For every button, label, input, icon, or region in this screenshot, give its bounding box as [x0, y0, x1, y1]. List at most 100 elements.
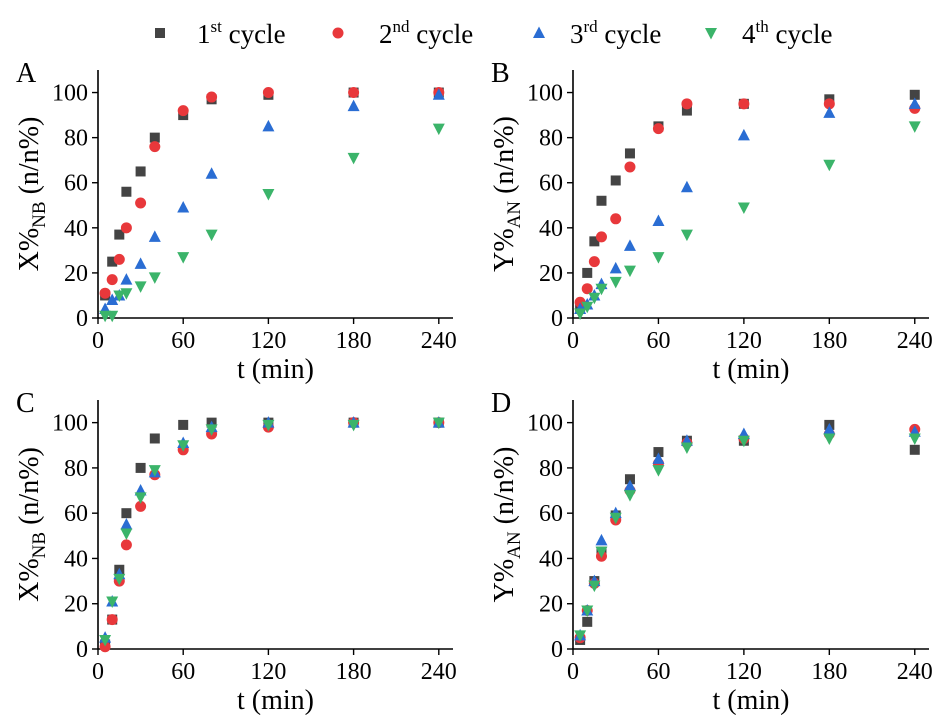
data-point: [178, 419, 189, 430]
data-point: [120, 539, 132, 551]
y-tick-label: 40: [539, 216, 563, 242]
data-point: [262, 87, 274, 99]
data-point: [99, 641, 111, 653]
series-3: [99, 88, 445, 314]
x-tick-label: 180: [336, 659, 372, 685]
panel-label: D: [491, 388, 511, 419]
data-point: [588, 256, 600, 268]
data-point: [148, 272, 161, 284]
y-tick-label: 20: [539, 592, 563, 618]
data-point: [134, 492, 147, 504]
x-tick-label: 120: [726, 328, 762, 354]
data-point: [113, 573, 126, 586]
y-tick-label: 80: [539, 456, 563, 482]
data-point: [120, 222, 132, 234]
x-axis-label: t (min): [713, 685, 790, 715]
panel-D: 0 60 120 180 240 0 20 40 60 80 100 Dt (min) Y%AN (n/…: [489, 388, 933, 715]
data-point: [624, 474, 635, 485]
data-point: [589, 236, 600, 247]
data-point: [106, 614, 118, 626]
data-point: [595, 283, 608, 296]
data-point: [623, 490, 636, 502]
legend-label-1: 1st cycle: [197, 17, 286, 49]
data-point: [177, 440, 190, 452]
x-tick-label: 240: [421, 659, 457, 685]
data-point: [106, 310, 119, 323]
data-point: [348, 87, 360, 99]
data-point: [148, 465, 161, 477]
y-tick-label: 40: [539, 546, 563, 572]
data-point: [149, 433, 160, 444]
data-point: [582, 267, 593, 278]
x-axis-label: t (min): [237, 685, 314, 715]
y-tick-label: 100: [52, 411, 88, 437]
data-point: [681, 105, 692, 116]
data-point: [99, 634, 112, 647]
data-point: [149, 132, 160, 143]
y-tick-label: 60: [539, 501, 563, 527]
data-point: [581, 283, 593, 295]
x-tick-label: 60: [646, 328, 670, 354]
data-point: [909, 444, 920, 455]
legend-label-4: 4th cycle: [742, 17, 832, 49]
series-3: [99, 416, 445, 643]
data-point: [908, 433, 921, 445]
data-point: [680, 180, 693, 193]
data-point: [432, 417, 445, 430]
data-point: [623, 239, 636, 251]
series-1: [100, 417, 444, 650]
data-point: [113, 290, 126, 302]
legend-label-3: 3rd cycle: [570, 17, 661, 49]
data-point: [595, 546, 608, 559]
panel-label: B: [491, 58, 510, 89]
data-point: [623, 265, 636, 278]
legend-marker-3: [533, 26, 545, 38]
y-tick-label: 60: [64, 171, 88, 197]
x-tick-label: 180: [336, 328, 372, 354]
data-point: [347, 419, 360, 432]
data-point: [610, 175, 621, 186]
data-point: [148, 230, 161, 242]
data-point: [106, 293, 119, 305]
data-point: [107, 256, 118, 267]
y-tick-label: 60: [64, 501, 88, 527]
panel-C: 0 60 120 180 240 0 20 40 60 80 100 Ct (min) X%NB (n/…: [14, 388, 457, 715]
data-point: [609, 512, 622, 525]
data-point: [574, 308, 587, 320]
data-point: [652, 214, 665, 227]
x-tick-label: 60: [171, 659, 195, 685]
y-tick-label: 80: [64, 126, 88, 152]
x-tick-label: 240: [897, 659, 933, 685]
y-axis-label: Y%AN (n/n%): [489, 116, 525, 272]
series-4: [574, 121, 921, 320]
y-tick-label: 80: [64, 456, 88, 482]
x-axis-label: t (min): [237, 354, 314, 385]
data-point: [262, 119, 275, 132]
series-4: [99, 123, 445, 323]
data-point: [652, 123, 664, 135]
data-point: [652, 452, 665, 464]
x-tick-label: 60: [646, 659, 670, 685]
legend-marker-2: [332, 27, 344, 39]
x-tick-label: 0: [567, 659, 579, 685]
data-point: [574, 630, 587, 642]
data-point: [823, 422, 836, 435]
y-tick-label: 20: [64, 592, 88, 618]
series-2: [99, 417, 445, 653]
data-point: [177, 105, 189, 117]
data-point: [595, 533, 608, 546]
data-point: [680, 442, 693, 455]
axes-frame: [572, 70, 929, 319]
data-point: [134, 257, 147, 269]
data-point: [347, 99, 360, 112]
y-axis-label: X%NB (n/n%): [14, 447, 50, 602]
data-point: [581, 605, 594, 618]
data-point: [106, 596, 119, 608]
data-point: [582, 616, 593, 627]
y-tick-label: 100: [527, 81, 563, 107]
data-point: [134, 281, 147, 293]
data-point: [737, 128, 750, 141]
series-1: [575, 419, 920, 645]
x-tick-label: 60: [171, 328, 195, 354]
data-point: [205, 424, 218, 436]
